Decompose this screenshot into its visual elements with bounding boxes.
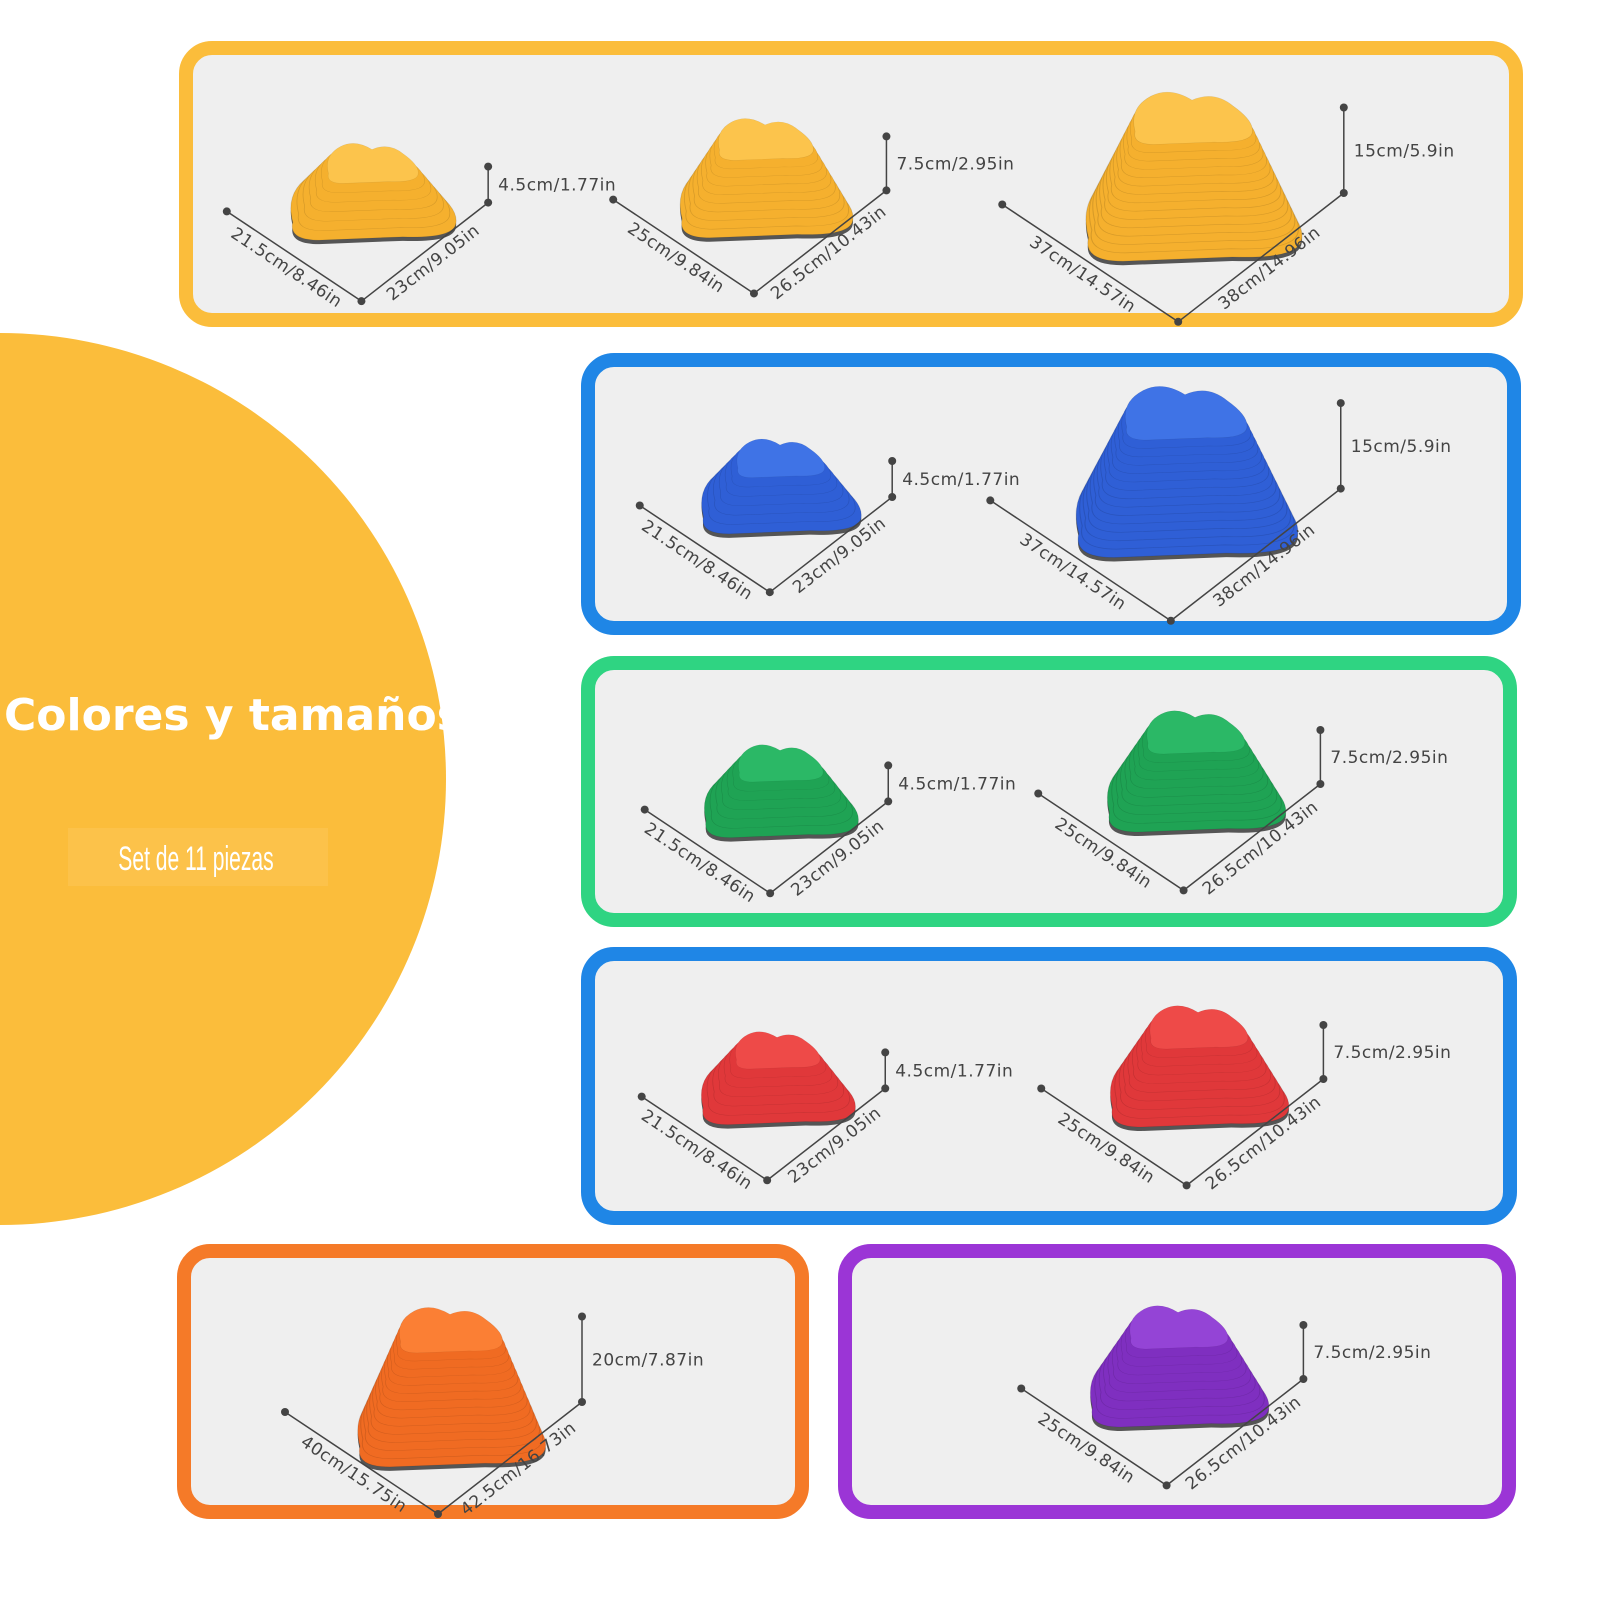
subtitle-box <box>68 828 328 886</box>
dimension-dot <box>749 289 758 298</box>
dimension-dot <box>357 297 366 306</box>
dimension-line <box>1020 1387 1168 1487</box>
dimension-line <box>766 1087 886 1181</box>
dimension-dot <box>1166 616 1175 625</box>
height-label: 15cm/5.9in <box>1351 437 1452 457</box>
dimension-dot <box>884 797 893 806</box>
stone-layer <box>1129 1305 1229 1350</box>
height-label: 4.5cm/1.77in <box>498 176 616 196</box>
subtitle: Set de 11 piezas <box>118 839 273 877</box>
dimension-dot <box>434 1510 442 1518</box>
yellow-circle <box>0 333 446 1225</box>
dimension-line <box>769 800 889 894</box>
stone-layer <box>718 118 814 161</box>
dimension-dot <box>1174 317 1183 326</box>
dimension-dot <box>578 1312 586 1321</box>
stone-layer <box>1146 710 1246 755</box>
height-label: 4.5cm/1.77in <box>902 470 1020 490</box>
stone-layer <box>399 1307 503 1354</box>
dimension-line <box>1183 783 1321 891</box>
dimension-dot <box>1339 103 1348 112</box>
dimension-dot <box>888 457 897 465</box>
dimension-dot <box>1179 886 1188 895</box>
height-label: 7.5cm/2.95in <box>1333 1043 1451 1063</box>
dimension-dot <box>1162 1481 1171 1490</box>
stone-layer <box>738 744 824 783</box>
height-label: 15cm/5.9in <box>1354 141 1455 161</box>
dimension-line <box>639 504 771 593</box>
dimension-dot <box>1037 1084 1046 1093</box>
dimension-dot <box>640 805 649 814</box>
height-label: 20cm/7.87in <box>592 1350 704 1370</box>
height-label: 4.5cm/1.77in <box>898 774 1016 794</box>
stone-layer <box>735 1031 821 1070</box>
dimension-dot <box>1336 484 1345 493</box>
dimension-dot <box>281 1408 289 1416</box>
dimension-line <box>769 496 893 593</box>
height-label: 7.5cm/2.95in <box>1313 1343 1431 1363</box>
dimension-line <box>1040 1087 1188 1187</box>
dimension-dot <box>1316 780 1325 788</box>
dimension-dot <box>635 501 644 510</box>
dimension-dot <box>1017 1384 1026 1393</box>
height-label: 7.5cm/2.95in <box>1330 748 1448 768</box>
dimension-dot <box>222 207 231 216</box>
dimension-line <box>284 1411 439 1515</box>
dimension-dot <box>609 195 618 204</box>
dimension-dot <box>881 1084 890 1093</box>
dimension-line <box>989 499 1172 622</box>
dimension-line <box>1001 203 1179 323</box>
dimension-line <box>1186 1078 1324 1186</box>
dimension-line <box>753 189 887 295</box>
dimension-dot <box>1299 1375 1308 1383</box>
dimension-line <box>437 1401 583 1515</box>
dimension-dot <box>986 496 995 505</box>
dimension-dot <box>888 493 897 501</box>
dimension-dot <box>1299 1321 1308 1329</box>
dimension-dot <box>637 1092 646 1101</box>
dimension-dot <box>1182 1181 1191 1190</box>
dimension-dot <box>1319 1021 1328 1029</box>
dimension-dot <box>882 186 891 195</box>
stone-layer <box>327 143 419 184</box>
dimension-line <box>1177 192 1345 323</box>
panel <box>581 947 1517 1225</box>
dimension-line <box>644 808 771 894</box>
dimension-dot <box>881 1048 890 1057</box>
dimension-dot <box>882 132 891 141</box>
panel <box>581 353 1521 635</box>
stone-layer <box>1124 386 1248 441</box>
dimension-line <box>360 202 489 302</box>
dimension-line <box>641 1095 768 1181</box>
dimension-line <box>612 198 755 295</box>
height-label: 4.5cm/1.77in <box>895 1061 1013 1081</box>
dimension-dot <box>1034 789 1043 798</box>
dimension-line <box>1166 1378 1304 1486</box>
dimension-line <box>1037 792 1185 892</box>
stone-layer <box>1133 91 1253 145</box>
stone-layer <box>736 438 825 478</box>
dimension-dot <box>1339 189 1348 197</box>
dimension-dot <box>484 162 493 171</box>
dimension-dot <box>1316 726 1325 734</box>
dimension-dot <box>578 1398 586 1406</box>
dimension-dot <box>998 200 1007 209</box>
title: Colores y tamaños <box>4 690 463 741</box>
dimension-dot <box>766 889 775 898</box>
dimension-dot <box>484 198 493 207</box>
dimension-dot <box>884 761 893 770</box>
dimension-dot <box>765 588 774 597</box>
dimension-dot <box>1319 1075 1328 1083</box>
dimension-line <box>226 210 362 302</box>
dimension-dot <box>763 1176 772 1185</box>
dimension-dot <box>1336 399 1345 408</box>
height-label: 7.5cm/2.95in <box>896 154 1014 174</box>
stone-layer <box>1149 1005 1249 1050</box>
dimension-line <box>1170 488 1342 622</box>
